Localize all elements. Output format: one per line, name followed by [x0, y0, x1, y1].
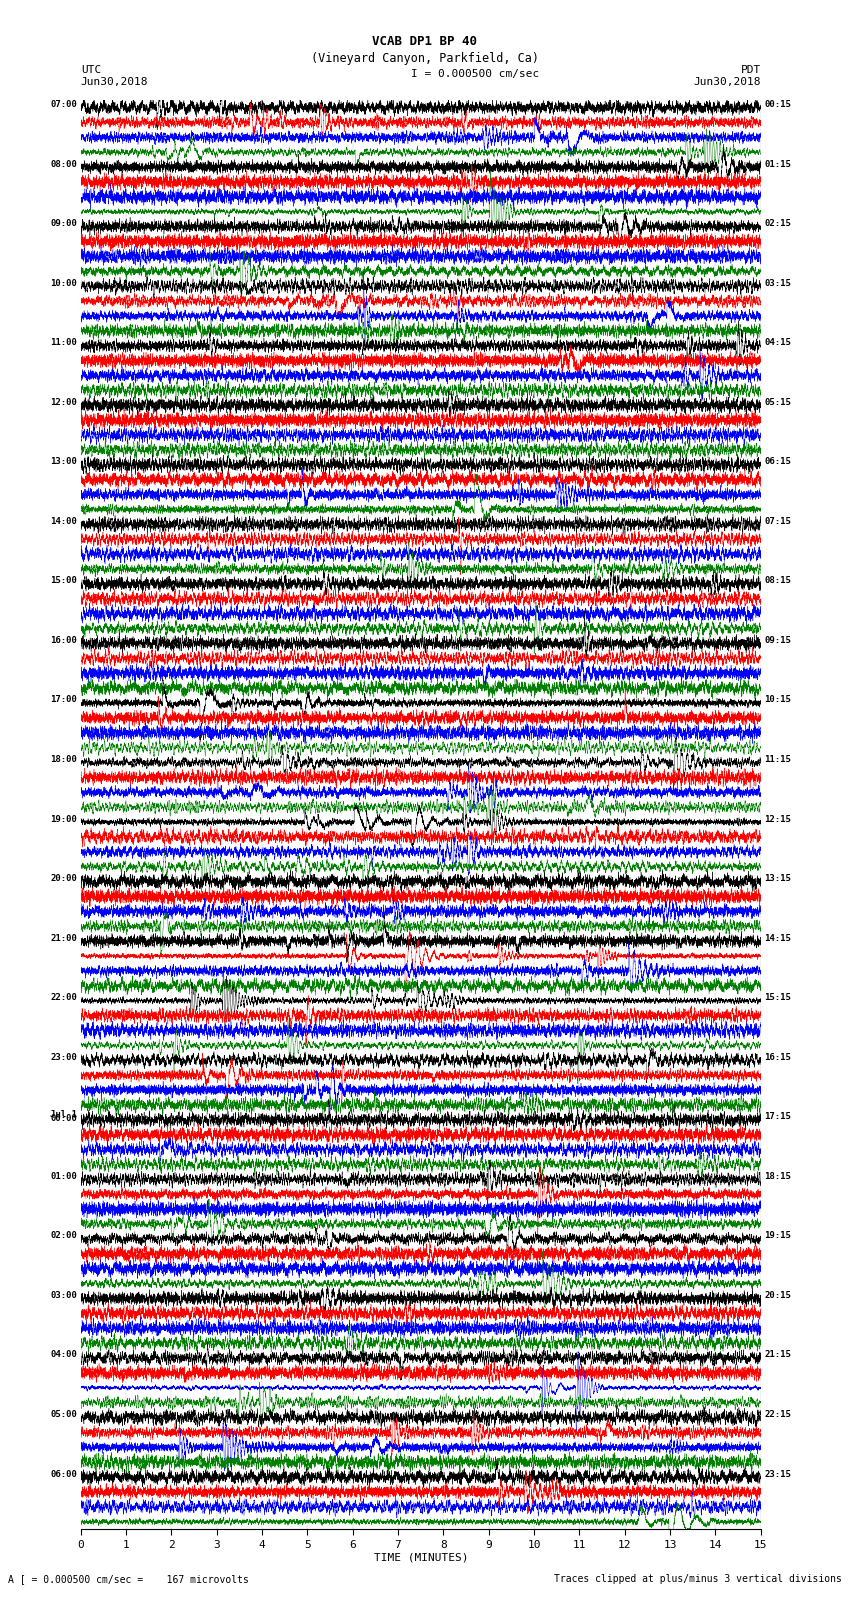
- Text: Jun30,2018: Jun30,2018: [694, 77, 761, 87]
- Text: 11:00: 11:00: [50, 339, 77, 347]
- Text: 21:15: 21:15: [764, 1350, 791, 1360]
- Text: PDT: PDT: [740, 65, 761, 74]
- Text: I = 0.000500 cm/sec: I = 0.000500 cm/sec: [411, 69, 539, 79]
- Text: 15:15: 15:15: [764, 994, 791, 1002]
- Text: 20:00: 20:00: [50, 874, 77, 882]
- Text: 19:00: 19:00: [50, 815, 77, 824]
- Text: Jun30,2018: Jun30,2018: [81, 77, 148, 87]
- Text: 16:00: 16:00: [50, 636, 77, 645]
- Text: UTC: UTC: [81, 65, 101, 74]
- Text: 20:15: 20:15: [764, 1290, 791, 1300]
- Text: (Vineyard Canyon, Parkfield, Ca): (Vineyard Canyon, Parkfield, Ca): [311, 52, 539, 65]
- Text: 17:00: 17:00: [50, 695, 77, 705]
- Text: A [ = 0.000500 cm/sec =    167 microvolts: A [ = 0.000500 cm/sec = 167 microvolts: [8, 1574, 249, 1584]
- Text: 12:00: 12:00: [50, 398, 77, 406]
- Text: Jul 1: Jul 1: [50, 1110, 77, 1119]
- Text: 09:00: 09:00: [50, 219, 77, 227]
- Text: 08:00: 08:00: [50, 160, 77, 168]
- Text: 18:00: 18:00: [50, 755, 77, 765]
- Text: 14:15: 14:15: [764, 934, 791, 942]
- Text: 21:00: 21:00: [50, 934, 77, 942]
- Text: 15:00: 15:00: [50, 576, 77, 586]
- Text: 08:15: 08:15: [764, 576, 791, 586]
- Text: 22:15: 22:15: [764, 1410, 791, 1419]
- Text: 10:15: 10:15: [764, 695, 791, 705]
- Text: 07:00: 07:00: [50, 100, 77, 110]
- Text: 06:15: 06:15: [764, 458, 791, 466]
- Text: 13:00: 13:00: [50, 458, 77, 466]
- Text: 03:15: 03:15: [764, 279, 791, 287]
- Text: 03:00: 03:00: [50, 1290, 77, 1300]
- Text: 04:00: 04:00: [50, 1350, 77, 1360]
- Text: 23:00: 23:00: [50, 1053, 77, 1061]
- Text: 23:15: 23:15: [764, 1469, 791, 1479]
- Text: 06:00: 06:00: [50, 1469, 77, 1479]
- Text: 13:15: 13:15: [764, 874, 791, 882]
- Text: 05:15: 05:15: [764, 398, 791, 406]
- Text: 12:15: 12:15: [764, 815, 791, 824]
- Text: 01:15: 01:15: [764, 160, 791, 168]
- Text: 07:15: 07:15: [764, 516, 791, 526]
- Text: 02:15: 02:15: [764, 219, 791, 227]
- Text: 00:15: 00:15: [764, 100, 791, 110]
- Text: 04:15: 04:15: [764, 339, 791, 347]
- Text: 09:15: 09:15: [764, 636, 791, 645]
- Text: 00:00: 00:00: [50, 1115, 77, 1123]
- Text: Traces clipped at plus/minus 3 vertical divisions: Traces clipped at plus/minus 3 vertical …: [553, 1574, 842, 1584]
- Text: 05:00: 05:00: [50, 1410, 77, 1419]
- Text: 22:00: 22:00: [50, 994, 77, 1002]
- Text: 19:15: 19:15: [764, 1231, 791, 1240]
- Text: 18:15: 18:15: [764, 1171, 791, 1181]
- Text: VCAB DP1 BP 40: VCAB DP1 BP 40: [372, 35, 478, 48]
- Text: 02:00: 02:00: [50, 1231, 77, 1240]
- Text: 17:15: 17:15: [764, 1113, 791, 1121]
- Text: 01:00: 01:00: [50, 1171, 77, 1181]
- Text: 14:00: 14:00: [50, 516, 77, 526]
- Text: 11:15: 11:15: [764, 755, 791, 765]
- Text: 16:15: 16:15: [764, 1053, 791, 1061]
- X-axis label: TIME (MINUTES): TIME (MINUTES): [373, 1552, 468, 1563]
- Text: 10:00: 10:00: [50, 279, 77, 287]
